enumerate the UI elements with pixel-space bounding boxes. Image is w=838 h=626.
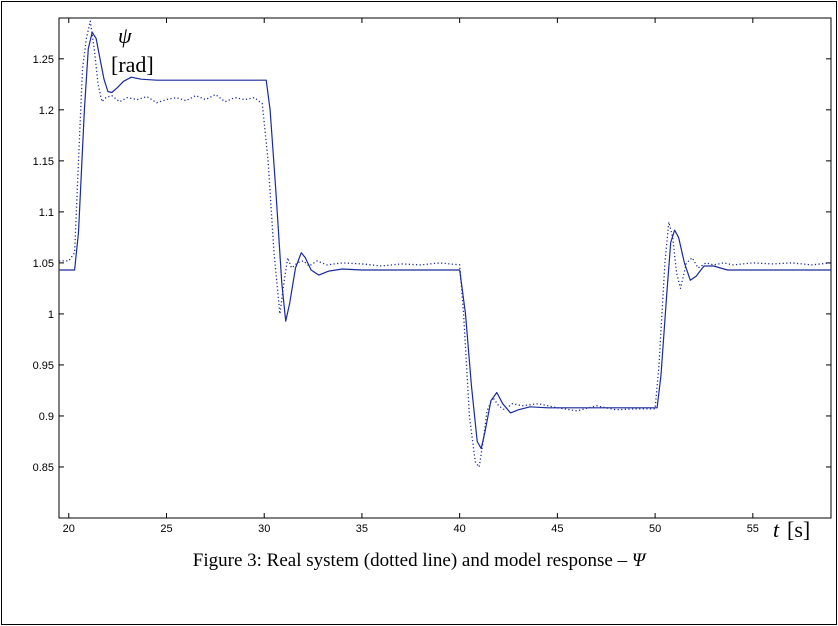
y-tick-label: 1.2: [39, 105, 54, 117]
y-tick-label: 1.1: [39, 207, 54, 219]
x-tick-label: 40: [454, 523, 466, 535]
x-tick-label: 50: [649, 523, 661, 535]
y-tick-label: 0.95: [33, 360, 54, 372]
caption-text: Figure 3: Real system (dotted line) and …: [192, 550, 632, 571]
y-tick-label: 1: [48, 309, 54, 321]
x-axis-unit: [s]: [787, 517, 810, 540]
x-tick-label: 45: [551, 523, 563, 535]
ticks: 20 25 30 35 40 45 50 55 0.85 0.9 0.95 1 1.05 1.1 1.15 1…: [33, 18, 831, 535]
y-axis-unit: [rad]: [111, 52, 154, 77]
x-tick-label: 30: [258, 523, 270, 535]
line-chart: 20 25 30 35 40 45 50 55 0.85 0.9 0.95 1 1.05 1.1 1.15 1…: [33, 17, 832, 540]
x-tick-label: 55: [747, 523, 759, 535]
y-tick-label: 1.15: [33, 156, 54, 168]
y-tick-label: 0.9: [39, 411, 54, 423]
y-tick-label: 1.05: [33, 258, 54, 270]
plot-area: [58, 17, 832, 519]
y-tick-label: 0.85: [33, 462, 54, 474]
axes-box: [58, 17, 832, 519]
y-axis-variable: ψ: [118, 23, 132, 48]
x-tick-label: 25: [160, 523, 172, 535]
x-tick-label: 20: [63, 523, 75, 535]
caption-symbol: Ψ: [631, 550, 646, 571]
series-line-model-response: [59, 31, 831, 450]
figure-caption: Figure 3: Real system (dotted line) and …: [0, 550, 838, 572]
series-group: [59, 20, 832, 468]
x-tick-label: 35: [356, 523, 368, 535]
y-tick-label: 1.25: [33, 54, 54, 66]
x-axis-variable: t: [773, 517, 780, 540]
